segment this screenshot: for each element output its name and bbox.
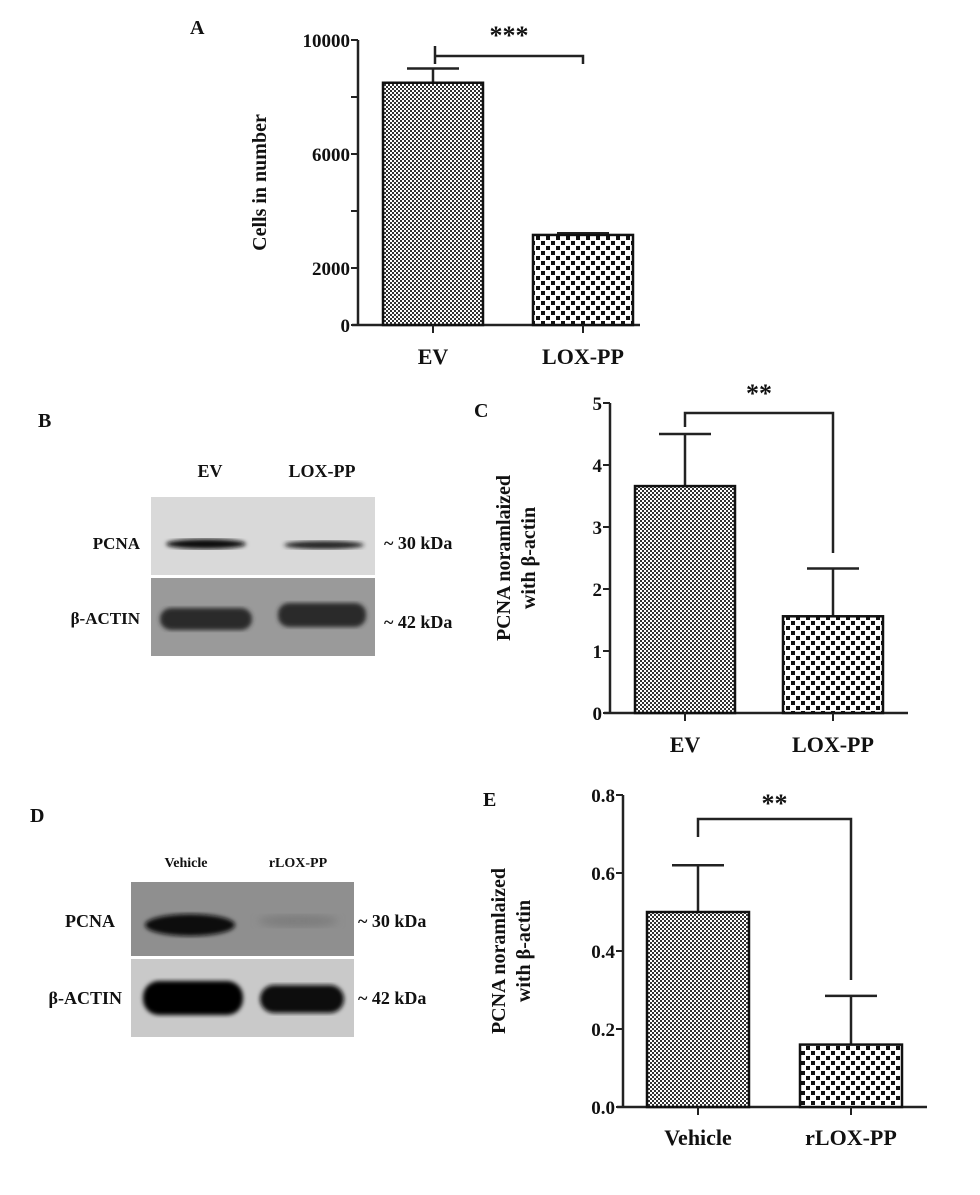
western-blot-d: Vehicle rLOX-PP PCNA β-ACTIN ~ 30 kDa ~ … <box>49 856 426 1037</box>
significance-stars: ** <box>762 789 788 818</box>
panel-label-b: B <box>38 410 51 432</box>
blot-b-actin-band-ev <box>160 608 252 630</box>
significance-bracket <box>696 817 853 980</box>
y-tick-label: 2 <box>593 580 603 601</box>
y-tick-label: 0.6 <box>591 864 615 885</box>
y-axis-label: PCNA noramlaized <box>488 868 510 1034</box>
x-tick-label: LOX-PP <box>542 344 624 369</box>
y-tick-label: 6000 <box>312 145 350 166</box>
chart-c: 0 1 2 3 4 5 PCNA noramlaized with β-actin EV LOX-… <box>493 379 908 757</box>
blot-d-actin-band-rloxpp <box>260 985 344 1013</box>
y-tick-label: 10000 <box>303 31 351 52</box>
x-tick-label: EV <box>418 344 449 369</box>
significance-stars: ** <box>746 379 772 408</box>
blot-b-pcna-band-loxpp <box>284 541 364 549</box>
chart-a: 0 2000 6000 10000 Cells in number EV LOX-PP *** <box>249 21 640 369</box>
blot-b-size-label: ~ 42 kDa <box>384 612 452 632</box>
blot-b-size-label: ~ 30 kDa <box>384 533 452 553</box>
blot-b-lane-label: EV <box>197 461 222 481</box>
y-tick-label: 5 <box>593 394 603 415</box>
y-tick-label: 2000 <box>312 259 350 280</box>
y-tick-label: 0 <box>593 704 603 725</box>
blot-b-pcna-membrane <box>151 497 375 575</box>
bar-ev <box>381 81 485 327</box>
y-tick-label: 0.4 <box>591 942 615 963</box>
blot-b-actin-band-loxpp <box>278 603 366 627</box>
y-tick-label: 0.2 <box>591 1020 615 1041</box>
blot-d-size-label: ~ 42 kDa <box>358 988 426 1008</box>
bar-vehicle <box>645 910 751 1109</box>
significance-bracket <box>433 46 585 64</box>
x-tick-label: EV <box>670 732 701 757</box>
panel-label-d: D <box>30 805 44 827</box>
blot-d-row-label: β-ACTIN <box>49 988 123 1008</box>
blot-d-row-label: PCNA <box>65 911 115 931</box>
blot-d-pcna-band-rloxpp <box>258 915 338 927</box>
bar-rlox-pp <box>798 1043 904 1109</box>
panel-label-c: C <box>474 400 488 422</box>
panel-label-e: E <box>483 789 496 811</box>
blot-b-row-label: PCNA <box>93 534 141 553</box>
y-tick-label: 0.8 <box>591 786 615 807</box>
y-axis-label: with β-actin <box>518 507 540 609</box>
significance-bracket <box>683 411 835 553</box>
bar-lox-pp <box>781 615 885 715</box>
bar-lox-pp <box>531 233 635 327</box>
y-tick-label: 3 <box>593 518 603 539</box>
y-axis-label: with β-actin <box>513 900 535 1002</box>
y-axis-label: PCNA noramlaized <box>493 475 515 641</box>
blot-d-pcna-band-vehicle <box>145 914 235 936</box>
x-tick-label: Vehicle <box>664 1125 732 1150</box>
y-tick-label: 0 <box>341 316 351 337</box>
y-tick-label: 0.0 <box>591 1098 615 1119</box>
blot-b-lane-label: LOX-PP <box>289 461 356 481</box>
blot-d-lane-label: rLOX-PP <box>269 856 328 871</box>
western-blot-b: EV LOX-PP PCNA β-ACTIN ~ 30 kDa ~ 42 kDa <box>71 461 452 656</box>
y-tick-label: 4 <box>593 456 603 477</box>
x-tick-label: rLOX-PP <box>805 1125 897 1150</box>
blot-b-row-label: β-ACTIN <box>71 609 141 628</box>
significance-stars: *** <box>490 21 529 50</box>
y-tick-label: 1 <box>593 642 603 663</box>
blot-d-lane-label: Vehicle <box>164 856 207 871</box>
chart-e: 0.0 0.2 0.4 0.6 0.8 PCNA noramlaized with β-ac… <box>488 786 927 1150</box>
bar-ev <box>633 484 737 715</box>
x-tick-label: LOX-PP <box>792 732 874 757</box>
blot-d-actin-band-vehicle <box>143 981 243 1015</box>
y-axis-label: Cells in number <box>249 114 271 251</box>
blot-d-size-label: ~ 30 kDa <box>358 911 426 931</box>
panel-label-a: A <box>190 17 205 39</box>
blot-b-pcna-band-ev <box>166 539 246 549</box>
